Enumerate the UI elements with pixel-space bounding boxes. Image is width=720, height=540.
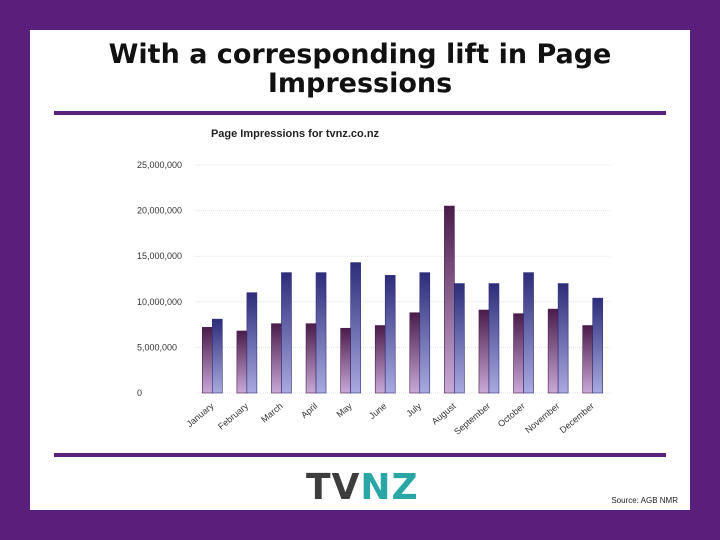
bottom-divider xyxy=(54,453,666,457)
tvnz-logo: TVNZ xyxy=(306,470,419,506)
bar-series-2-october xyxy=(523,272,534,394)
bar-series-1-february xyxy=(236,330,248,394)
y-tick-label: 0 xyxy=(137,388,142,398)
bar-series-1-august xyxy=(444,205,455,394)
bar-series-2-january xyxy=(211,318,223,394)
bar-series-1-march xyxy=(271,323,282,394)
y-axis-ticks: 25,000,000 20,000,000 15,000,000 10,000,000… xyxy=(137,160,182,398)
y-tick-label: 15,000,000 xyxy=(137,251,182,261)
bar-series-2-september xyxy=(488,283,500,394)
x-tick-label: December xyxy=(558,401,596,435)
x-tick-label: September xyxy=(452,401,492,437)
bar-series-1-april xyxy=(305,323,317,394)
bar-series-1-may xyxy=(340,327,351,394)
bar-series-2-june xyxy=(384,275,396,394)
bar-series-2-march xyxy=(281,272,292,394)
y-tick-label: 5,000,000 xyxy=(137,342,177,352)
logo-nz: NZ xyxy=(360,467,419,508)
bar-layer xyxy=(201,205,604,394)
x-tick-label: May xyxy=(334,401,354,420)
bar-series-2-february xyxy=(246,292,258,394)
logo-tv: TV xyxy=(306,467,361,508)
slide-title: With a corresponding lift in Page Impres… xyxy=(30,40,690,98)
chart-title: Page Impressions for tvnz.co.nz xyxy=(211,128,380,140)
bar-series-1-september xyxy=(478,309,490,394)
x-tick-label: July xyxy=(404,401,423,419)
x-tick-label: April xyxy=(299,401,319,420)
top-divider xyxy=(54,111,666,115)
bar-series-1-november xyxy=(547,308,559,394)
bar-series-2-august xyxy=(454,283,465,394)
bar-series-1-june xyxy=(374,325,386,394)
bar-series-1-july xyxy=(409,312,421,394)
source-note: Source: AGB NMR xyxy=(611,496,678,505)
bar-series-2-december xyxy=(592,297,604,394)
bar-series-2-july xyxy=(419,272,431,394)
bar-series-1-december xyxy=(582,325,594,394)
bar-series-1-january xyxy=(201,327,213,394)
x-tick-label: November xyxy=(523,401,561,435)
x-tick-label: March xyxy=(259,401,285,425)
slide: With a corresponding lift in Page Impres… xyxy=(30,30,690,510)
y-tick-label: 25,000,000 xyxy=(137,160,182,170)
bar-series-2-may xyxy=(350,262,361,394)
y-tick-label: 10,000,000 xyxy=(137,297,182,307)
page-impressions-chart: Page Impressions for tvnz.co.nz 25,000,0… xyxy=(137,128,610,437)
bar-series-2-april xyxy=(315,272,327,394)
x-tick-label: January xyxy=(185,401,216,430)
x-tick-label: August xyxy=(430,401,458,427)
slide-title-line-1: With a corresponding lift in Page xyxy=(108,39,612,70)
y-tick-label: 20,000,000 xyxy=(137,206,182,216)
x-axis-ticks: January February March April May June July Augu… xyxy=(185,401,596,437)
bar-series-1-october xyxy=(513,313,524,394)
slide-title-line-2: Impressions xyxy=(267,68,453,99)
grid-layer xyxy=(195,164,610,394)
x-tick-label: June xyxy=(367,401,388,421)
x-tick-label: October xyxy=(496,401,527,429)
bar-series-2-november xyxy=(557,283,569,394)
x-tick-label: February xyxy=(216,401,250,432)
